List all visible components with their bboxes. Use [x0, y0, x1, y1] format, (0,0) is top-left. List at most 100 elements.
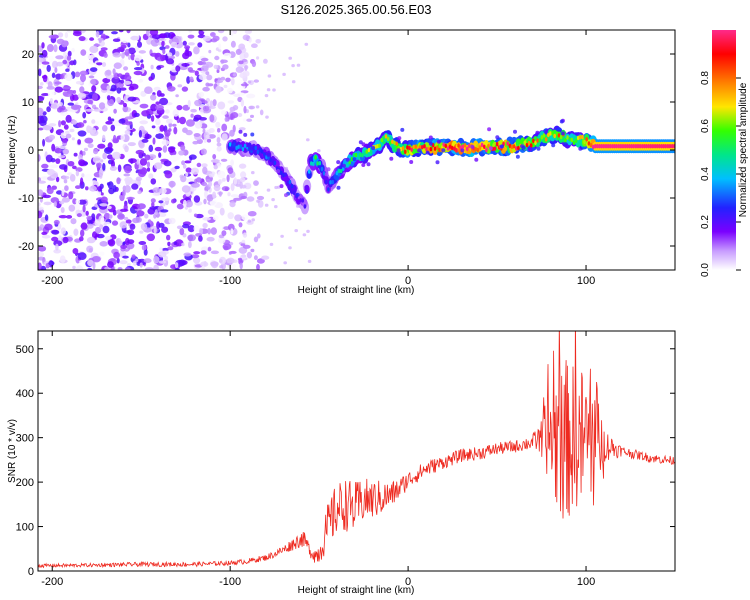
noise-blob — [119, 87, 127, 91]
ridge-speckle — [229, 146, 234, 151]
noise-blob — [188, 42, 195, 46]
snr-x-ticks: -200 -100 0 100 — [41, 331, 595, 588]
noise-blob — [207, 134, 216, 139]
ridge-segment — [480, 142, 484, 148]
noise-blob — [136, 210, 145, 217]
ridge-segment — [380, 137, 384, 143]
noise-blob — [127, 142, 136, 147]
noise-blob — [123, 66, 129, 71]
noise-blob — [264, 203, 269, 207]
noise-blob — [193, 224, 200, 233]
ridge-speckle — [500, 144, 504, 149]
noise-blob — [100, 217, 105, 225]
noise-blob — [107, 205, 112, 210]
noise-blob — [69, 128, 75, 133]
noise-blob — [113, 251, 120, 259]
ridge-segment — [598, 144, 601, 149]
noise-blob — [208, 181, 213, 187]
noise-blob — [41, 42, 45, 49]
ridge-segment — [342, 166, 345, 171]
ridge-segment — [404, 149, 407, 154]
y-tick-label: 10 — [22, 97, 34, 109]
noise-blob — [107, 98, 115, 107]
noise-blob — [244, 65, 248, 72]
noise-blob — [206, 74, 213, 81]
noise-blob — [117, 73, 123, 78]
noise-blob — [165, 109, 170, 114]
noise-blob — [220, 158, 228, 162]
noise-blob — [96, 62, 103, 66]
noise-blob — [306, 138, 310, 142]
noise-blob — [200, 261, 209, 268]
ridge-segment — [384, 134, 388, 139]
ridge-segment — [442, 142, 446, 147]
noise-blob — [196, 177, 202, 183]
ridge-speckle — [417, 148, 422, 153]
noise-blob — [112, 185, 117, 193]
noise-blob — [247, 80, 252, 84]
noise-blob — [167, 241, 171, 247]
ridge-segment — [532, 138, 535, 144]
noise-blob — [230, 228, 234, 235]
noise-blob — [144, 133, 150, 140]
y-tick-label: 20 — [22, 49, 34, 61]
noise-blob — [132, 260, 137, 266]
ridge-speckle — [409, 160, 414, 164]
ridge-segment — [316, 161, 320, 166]
noise-blob — [259, 109, 264, 116]
noise-blob — [307, 259, 312, 263]
noise-blob — [216, 137, 221, 144]
noise-blob — [90, 127, 97, 134]
noise-blob — [60, 132, 67, 139]
ridge-speckle — [304, 185, 309, 190]
noise-blob — [41, 49, 48, 58]
ridge-speckle — [495, 135, 500, 140]
noise-blob — [118, 118, 126, 124]
noise-blob — [255, 39, 261, 44]
noise-blob — [180, 144, 186, 151]
noise-blob — [150, 38, 160, 47]
ridge-segment — [485, 147, 488, 153]
noise-blob — [138, 141, 145, 149]
noise-blob — [55, 176, 60, 183]
noise-blob — [198, 91, 205, 98]
noise-blob — [193, 117, 200, 122]
noise-blob — [119, 260, 128, 265]
noise-blob — [206, 236, 215, 242]
y-tick-label: 300 — [16, 433, 34, 445]
noise-blob — [141, 110, 150, 117]
noise-blob — [256, 195, 265, 201]
noise-blob — [133, 70, 143, 76]
noise-blob — [228, 251, 232, 255]
ridge-speckle — [428, 135, 433, 140]
noise-blob — [110, 124, 116, 132]
noise-blob — [217, 179, 222, 185]
ridge-segment — [474, 147, 478, 152]
spectrogram-ridge — [226, 118, 675, 215]
ridge-speckle — [563, 142, 568, 147]
noise-blob — [184, 160, 192, 164]
noise-blob — [179, 116, 186, 125]
ridge-speckle — [389, 156, 394, 161]
noise-blob — [211, 32, 215, 36]
ridge-segment — [423, 144, 426, 149]
ridge-segment — [461, 144, 465, 149]
noise-blob — [167, 86, 176, 92]
noise-blob — [112, 134, 117, 143]
noise-blob — [87, 99, 93, 105]
noise-blob — [244, 30, 252, 34]
noise-blob — [62, 236, 69, 244]
ridge-segment — [651, 144, 655, 149]
ridge-segment — [350, 157, 354, 162]
ridge-segment — [260, 149, 264, 154]
noise-blob — [288, 246, 292, 250]
ridge-segment — [594, 144, 597, 149]
noise-blob — [161, 197, 171, 202]
noise-blob — [175, 65, 181, 72]
ridge-segment — [512, 144, 516, 149]
noise-blob — [77, 130, 87, 137]
noise-blob — [89, 45, 99, 54]
noise-blob — [234, 214, 243, 222]
ridge-segment — [517, 145, 520, 151]
ridge-speckle — [276, 169, 281, 174]
